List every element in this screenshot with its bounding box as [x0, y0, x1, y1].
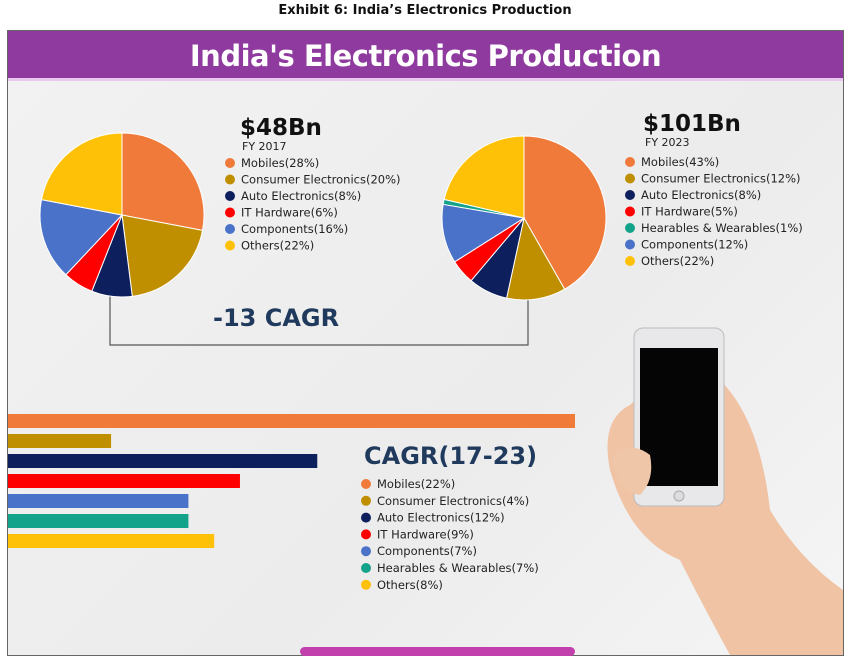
cagr-bar-chart: Mobiles(22%) Consumer Electronics(4%) Auto…	[8, 414, 575, 592]
connector-line	[109, 296, 529, 346]
bar	[8, 414, 575, 428]
legend-label: IT Hardware(6%)	[241, 206, 338, 220]
legend-label: Consumer Electronics(4%)	[377, 494, 529, 508]
phone-screen	[640, 348, 718, 486]
pie-total: $48Bn	[240, 115, 322, 141]
legend-dot	[225, 191, 235, 201]
legend-dot	[625, 173, 635, 184]
phone-hand-illustration	[607, 327, 843, 655]
phone-button	[673, 490, 685, 502]
pie-slice	[39, 199, 123, 276]
legend-label: Mobiles(28%)	[241, 156, 319, 170]
legend-label: IT Hardware(9%)	[377, 527, 474, 541]
thumb	[612, 447, 652, 495]
legend-label: Components(16%)	[241, 222, 348, 236]
legend-label: Consumer Electronics(12%)	[641, 172, 801, 186]
bar	[8, 474, 240, 488]
legend-dot	[361, 512, 371, 523]
legend-label: Others(22%)	[241, 239, 314, 253]
legend-dot	[625, 239, 635, 250]
pie-slice	[443, 135, 525, 219]
bar	[8, 454, 318, 468]
legend-dot	[361, 529, 371, 540]
legend-dot	[625, 223, 635, 233]
pie-slice	[121, 132, 205, 231]
legend-label: Components(12%)	[641, 238, 748, 252]
pie-slice	[523, 135, 607, 290]
legend-label: Hearables & Wearables(1%)	[641, 221, 803, 235]
bar	[8, 494, 189, 508]
legend-dot	[625, 206, 635, 217]
legend-dot	[225, 224, 235, 234]
legend-dot	[361, 479, 371, 489]
legend-dot	[225, 158, 235, 168]
legend-dot	[625, 190, 635, 200]
legend-label: Others(22%)	[641, 254, 714, 268]
legend-label: Mobiles(22%)	[377, 477, 455, 491]
legend-label: Others(8%)	[377, 578, 443, 592]
legend-label: Auto Electronics(12%)	[377, 511, 505, 525]
legend-label: Auto Electronics(8%)	[641, 188, 761, 202]
footer-bar	[300, 647, 575, 656]
legend-label: Components(7%)	[377, 544, 477, 558]
infographic-header: India's Electronics Production	[8, 31, 843, 81]
legend-label: Auto Electronics(8%)	[241, 189, 361, 203]
pie-year: FY 2017	[242, 140, 287, 153]
cagr-annotation: -13 CAGR	[213, 304, 339, 332]
legend-dot	[225, 174, 235, 185]
pie-total: $101Bn	[643, 111, 741, 137]
pie-year: FY 2023	[645, 136, 690, 149]
legend-dot	[225, 240, 235, 251]
bar	[8, 514, 189, 528]
legend-dot	[361, 495, 371, 506]
bar	[8, 434, 112, 448]
exhibit-title: Exhibit 6: India’s Electronics Productio…	[278, 3, 572, 18]
legend-dot	[625, 256, 635, 266]
pie-slice	[40, 132, 123, 216]
legend-label: Mobiles(43%)	[641, 155, 719, 169]
legend-label: Consumer Electronics(20%)	[241, 173, 401, 187]
legend-dot	[625, 157, 635, 167]
legend-label: Hearables & Wearables(7%)	[377, 561, 539, 575]
pie-slice	[121, 214, 204, 297]
bar	[8, 534, 215, 548]
legend-dot	[361, 579, 371, 590]
legend-label: IT Hardware(5%)	[641, 205, 738, 219]
legend-dot	[361, 563, 371, 573]
legend-dot	[361, 546, 371, 557]
legend-dot	[225, 207, 235, 218]
cagr-title: CAGR(17-23)	[364, 442, 537, 470]
